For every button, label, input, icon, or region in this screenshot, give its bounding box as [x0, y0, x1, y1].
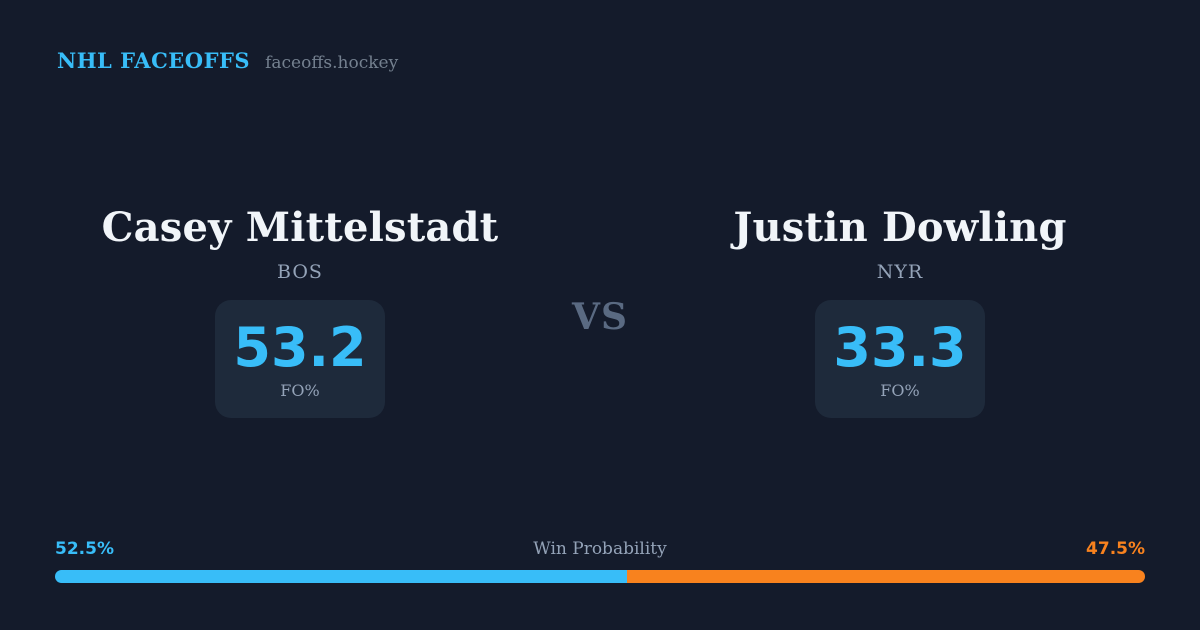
- team-abbreviation: NYR: [876, 261, 924, 283]
- win-probability-labels: 52.5% Win Probability 47.5%: [55, 539, 1145, 559]
- stat-value: 53.2: [233, 316, 367, 380]
- left-win-pct: 52.5%: [55, 539, 114, 559]
- stat-card: 33.3 FO%: [815, 300, 985, 418]
- vs-label: VS: [572, 296, 628, 338]
- player-panel-left: Casey Mittelstadt BOS 53.2 FO%: [0, 205, 600, 418]
- brand-logo-text: NHL FACEOFFS: [57, 48, 251, 73]
- stat-label: FO%: [280, 380, 320, 400]
- stat-value: 33.3: [833, 316, 967, 380]
- stat-card: 53.2 FO%: [215, 300, 385, 418]
- player-name: Justin Dowling: [733, 204, 1067, 251]
- header: NHL FACEOFFS faceoffs.hockey: [57, 48, 398, 73]
- win-probability-bar: [55, 570, 1145, 583]
- win-probability-section: 52.5% Win Probability 47.5%: [55, 539, 1145, 583]
- win-probability-title: Win Probability: [533, 539, 667, 559]
- player-panel-right: Justin Dowling NYR 33.3 FO%: [600, 205, 1200, 418]
- player-name: Casey Mittelstadt: [101, 204, 499, 251]
- right-win-pct: 47.5%: [1086, 539, 1146, 559]
- site-url-text: faceoffs.hockey: [265, 53, 399, 73]
- matchup-row: Casey Mittelstadt BOS 53.2 FO% Justin Do…: [0, 205, 1200, 418]
- win-probability-bar-right-fill: [627, 570, 1145, 583]
- team-abbreviation: BOS: [277, 261, 323, 283]
- stat-label: FO%: [880, 380, 920, 400]
- win-probability-bar-left-fill: [55, 570, 628, 583]
